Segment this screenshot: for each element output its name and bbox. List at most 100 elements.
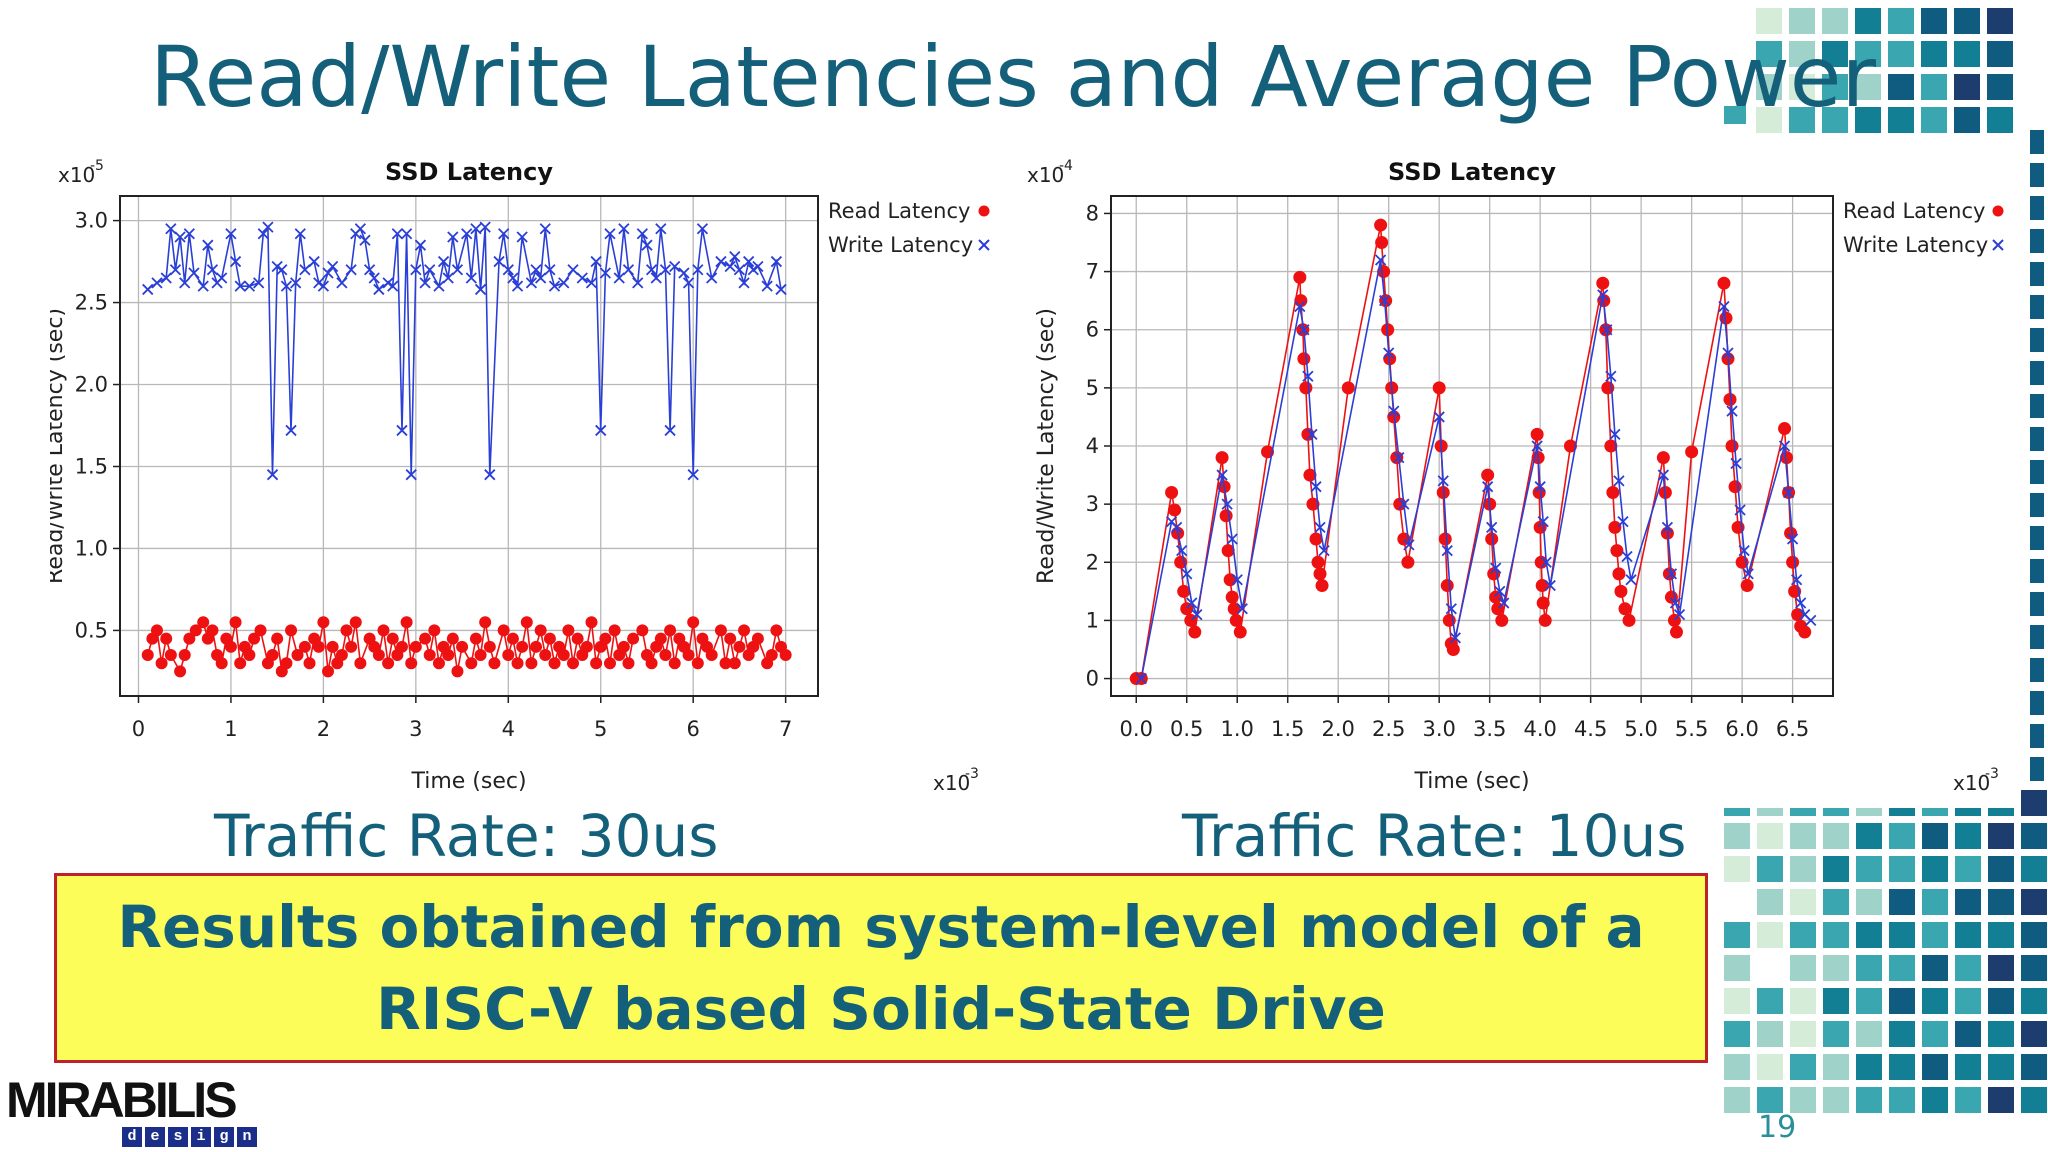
read-latency-point xyxy=(409,640,422,653)
write-latency-point xyxy=(266,469,279,481)
write-latency-point xyxy=(733,264,746,276)
mosaic-tile xyxy=(1922,1021,1948,1047)
mosaic-tile xyxy=(1955,823,1981,849)
read-latency-point xyxy=(382,657,395,670)
read-latency-point xyxy=(317,616,330,629)
mosaic-tile xyxy=(2021,790,2047,816)
y-axis-label: Read/Write Latency (sec) xyxy=(1034,308,1059,584)
read-latency-point xyxy=(1299,381,1313,395)
mosaic-tile xyxy=(1922,889,1948,915)
read-latency-point xyxy=(451,665,464,678)
mosaic-tile xyxy=(1988,922,2014,948)
write-latency-point xyxy=(1738,545,1750,557)
read-latency-point xyxy=(164,649,177,662)
read-latency-point xyxy=(1375,236,1389,250)
mosaic-tile xyxy=(2030,361,2044,385)
write-latency-point xyxy=(479,221,491,233)
x-axis-multiplier: x10 xyxy=(1953,771,1990,795)
y-axis-multiplier: x10 xyxy=(1027,163,1064,187)
y-tick-label: 0 xyxy=(1086,667,1099,691)
read-latency-point xyxy=(1728,480,1742,494)
write-latency-point xyxy=(1490,562,1502,574)
write-latency-point xyxy=(622,264,635,276)
write-latency-point xyxy=(336,277,348,289)
mosaic-tile xyxy=(1988,1054,2014,1080)
read-latency-point xyxy=(751,632,764,645)
mosaic-tile xyxy=(2030,196,2044,220)
mosaic-tile xyxy=(2030,724,2044,748)
mosaic-tile xyxy=(1955,922,1981,948)
mosaic-tile xyxy=(1889,1021,1915,1047)
chart-traffic-10us: 0.0 0.5 1.0 1.5 2.0 2.5 3.0 3.5 4.0 4.5 5.0 5.5 6.0 6… xyxy=(1015,148,2015,808)
read-latency-point xyxy=(539,649,552,662)
read-latency-point xyxy=(687,616,700,629)
write-latency-point xyxy=(1449,632,1461,644)
mosaic-tile xyxy=(2021,1021,2047,1047)
y-tick-label: 1.0 xyxy=(75,536,108,560)
mosaic-tile xyxy=(1955,856,1981,882)
write-latency-point xyxy=(216,272,228,284)
mosaic-tile xyxy=(1889,1087,1915,1113)
mosaic-tile xyxy=(1988,856,2014,882)
read-latency-point xyxy=(280,657,293,670)
write-latency-point xyxy=(641,239,653,251)
write-latency-point xyxy=(290,277,302,289)
write-latency-point xyxy=(1433,411,1445,423)
mosaic-tile xyxy=(1988,889,2014,915)
mosaic-tile xyxy=(1955,1054,1981,1080)
mosaic-tile xyxy=(1921,74,1947,100)
write-latency-point xyxy=(1486,521,1498,534)
write-latency-point xyxy=(585,277,598,289)
read-latency-point xyxy=(215,657,228,670)
write-latency-point xyxy=(567,264,579,276)
write-latency-point xyxy=(1665,568,1678,580)
write-latency-point xyxy=(715,255,727,268)
read-latency-point xyxy=(1188,625,1202,639)
mosaic-tile xyxy=(2021,889,2047,915)
x-tick-label: 0.5 xyxy=(1170,717,1203,741)
write-latency-point xyxy=(359,234,371,246)
write-latency-point xyxy=(1383,347,1395,359)
read-latency-point xyxy=(224,640,237,653)
mosaic-tile xyxy=(1790,889,1816,915)
mosaic-tile xyxy=(1954,74,1980,100)
write-latency-point xyxy=(1221,498,1233,510)
write-latency-point xyxy=(368,272,380,284)
write-latency-point xyxy=(738,277,750,289)
read-latency-point xyxy=(474,649,487,662)
read-latency-point xyxy=(714,624,727,637)
write-latency-point xyxy=(502,264,514,276)
write-latency-point xyxy=(243,280,256,292)
read-latency-point xyxy=(1446,642,1460,656)
mosaic-tile xyxy=(2021,856,2047,882)
x-tick-label: 0.0 xyxy=(1120,717,1153,741)
read-latency-point xyxy=(483,640,496,653)
write-latency-point xyxy=(613,272,625,284)
mosaic-tile xyxy=(1922,823,1948,849)
mosaic-tile xyxy=(2030,757,2044,781)
y-axis-exponent: -5 xyxy=(90,158,104,174)
plot-area xyxy=(1129,218,1817,686)
mosaic-tile xyxy=(1757,988,1783,1014)
x-tick-label: 2 xyxy=(317,717,330,741)
write-latency-point xyxy=(1786,533,1799,545)
plot-frame xyxy=(119,195,819,697)
read-latency-point xyxy=(567,657,580,670)
write-latency-point xyxy=(484,469,496,481)
write-latency-point xyxy=(391,228,403,240)
write-latency-point xyxy=(1778,440,1791,452)
mosaic-tile xyxy=(1790,1021,1816,1047)
mosaic-tile xyxy=(1954,8,1980,34)
mosaic-tile xyxy=(2030,592,2044,616)
read-latency-point xyxy=(303,657,316,670)
mosaic-tile xyxy=(1987,41,2013,67)
y-tick-label: 2.0 xyxy=(75,373,108,397)
mosaic-tile xyxy=(1823,1021,1849,1047)
read-latency-point xyxy=(1685,445,1699,459)
mosaic-tile xyxy=(1955,955,1981,981)
read-latency-point xyxy=(1618,602,1632,616)
x-tick-label: 3.0 xyxy=(1422,717,1455,741)
read-latency-point xyxy=(155,657,168,670)
mosaic-tile xyxy=(1955,889,1981,915)
read-latency-point xyxy=(691,657,704,670)
